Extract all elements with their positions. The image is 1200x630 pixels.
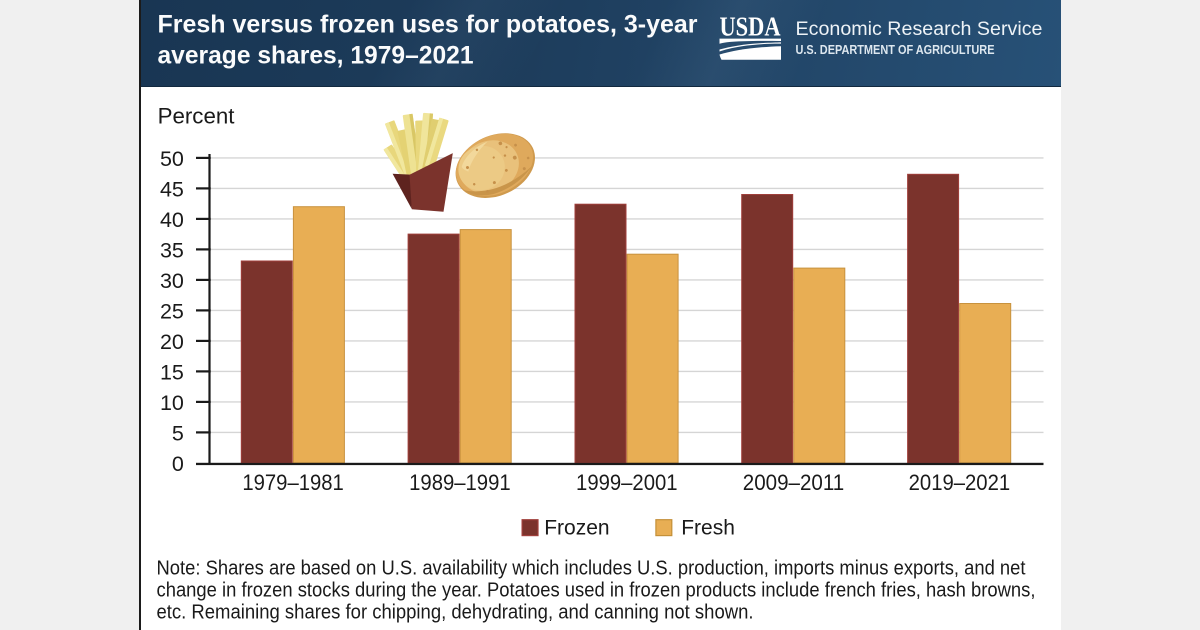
svg-text:USDA: USDA xyxy=(720,12,781,42)
svg-text:0: 0 xyxy=(172,452,184,476)
svg-text:Economic Research Service: Economic Research Service xyxy=(796,18,1043,40)
svg-text:2009–2011: 2009–2011 xyxy=(743,470,845,495)
svg-text:Note: Shares are based on U.S.: Note: Shares are based on U.S. availabil… xyxy=(157,558,1026,580)
svg-text:5: 5 xyxy=(172,422,184,446)
svg-text:25: 25 xyxy=(160,300,184,324)
svg-text:45: 45 xyxy=(160,178,184,202)
svg-text:10: 10 xyxy=(160,391,184,415)
svg-text:15: 15 xyxy=(160,361,184,385)
svg-text:50: 50 xyxy=(160,147,184,171)
svg-text:35: 35 xyxy=(160,239,184,263)
svg-text:U.S. DEPARTMENT OF AGRICULTURE: U.S. DEPARTMENT OF AGRICULTURE xyxy=(796,43,995,57)
svg-text:change in frozen stocks during: change in frozen stocks during the year.… xyxy=(157,580,1036,602)
svg-text:Fresh: Fresh xyxy=(681,516,735,539)
svg-text:Frozen: Frozen xyxy=(544,516,609,539)
svg-text:20: 20 xyxy=(160,330,184,354)
svg-text:average shares, 1979–2021: average shares, 1979–2021 xyxy=(158,42,474,70)
svg-text:2019–2021: 2019–2021 xyxy=(909,470,1011,495)
svg-text:1979–1981: 1979–1981 xyxy=(242,470,344,495)
svg-text:Fresh versus frozen uses for p: Fresh versus frozen uses for potatoes, 3… xyxy=(158,11,698,39)
svg-text:Percent: Percent xyxy=(158,104,236,129)
svg-text:30: 30 xyxy=(160,269,184,293)
svg-text:1999–2001: 1999–2001 xyxy=(576,470,678,495)
svg-text:1989–1991: 1989–1991 xyxy=(409,470,511,495)
svg-text:etc. Remaining shares for chip: etc. Remaining shares for chipping, dehy… xyxy=(157,602,754,624)
svg-text:40: 40 xyxy=(160,208,184,232)
